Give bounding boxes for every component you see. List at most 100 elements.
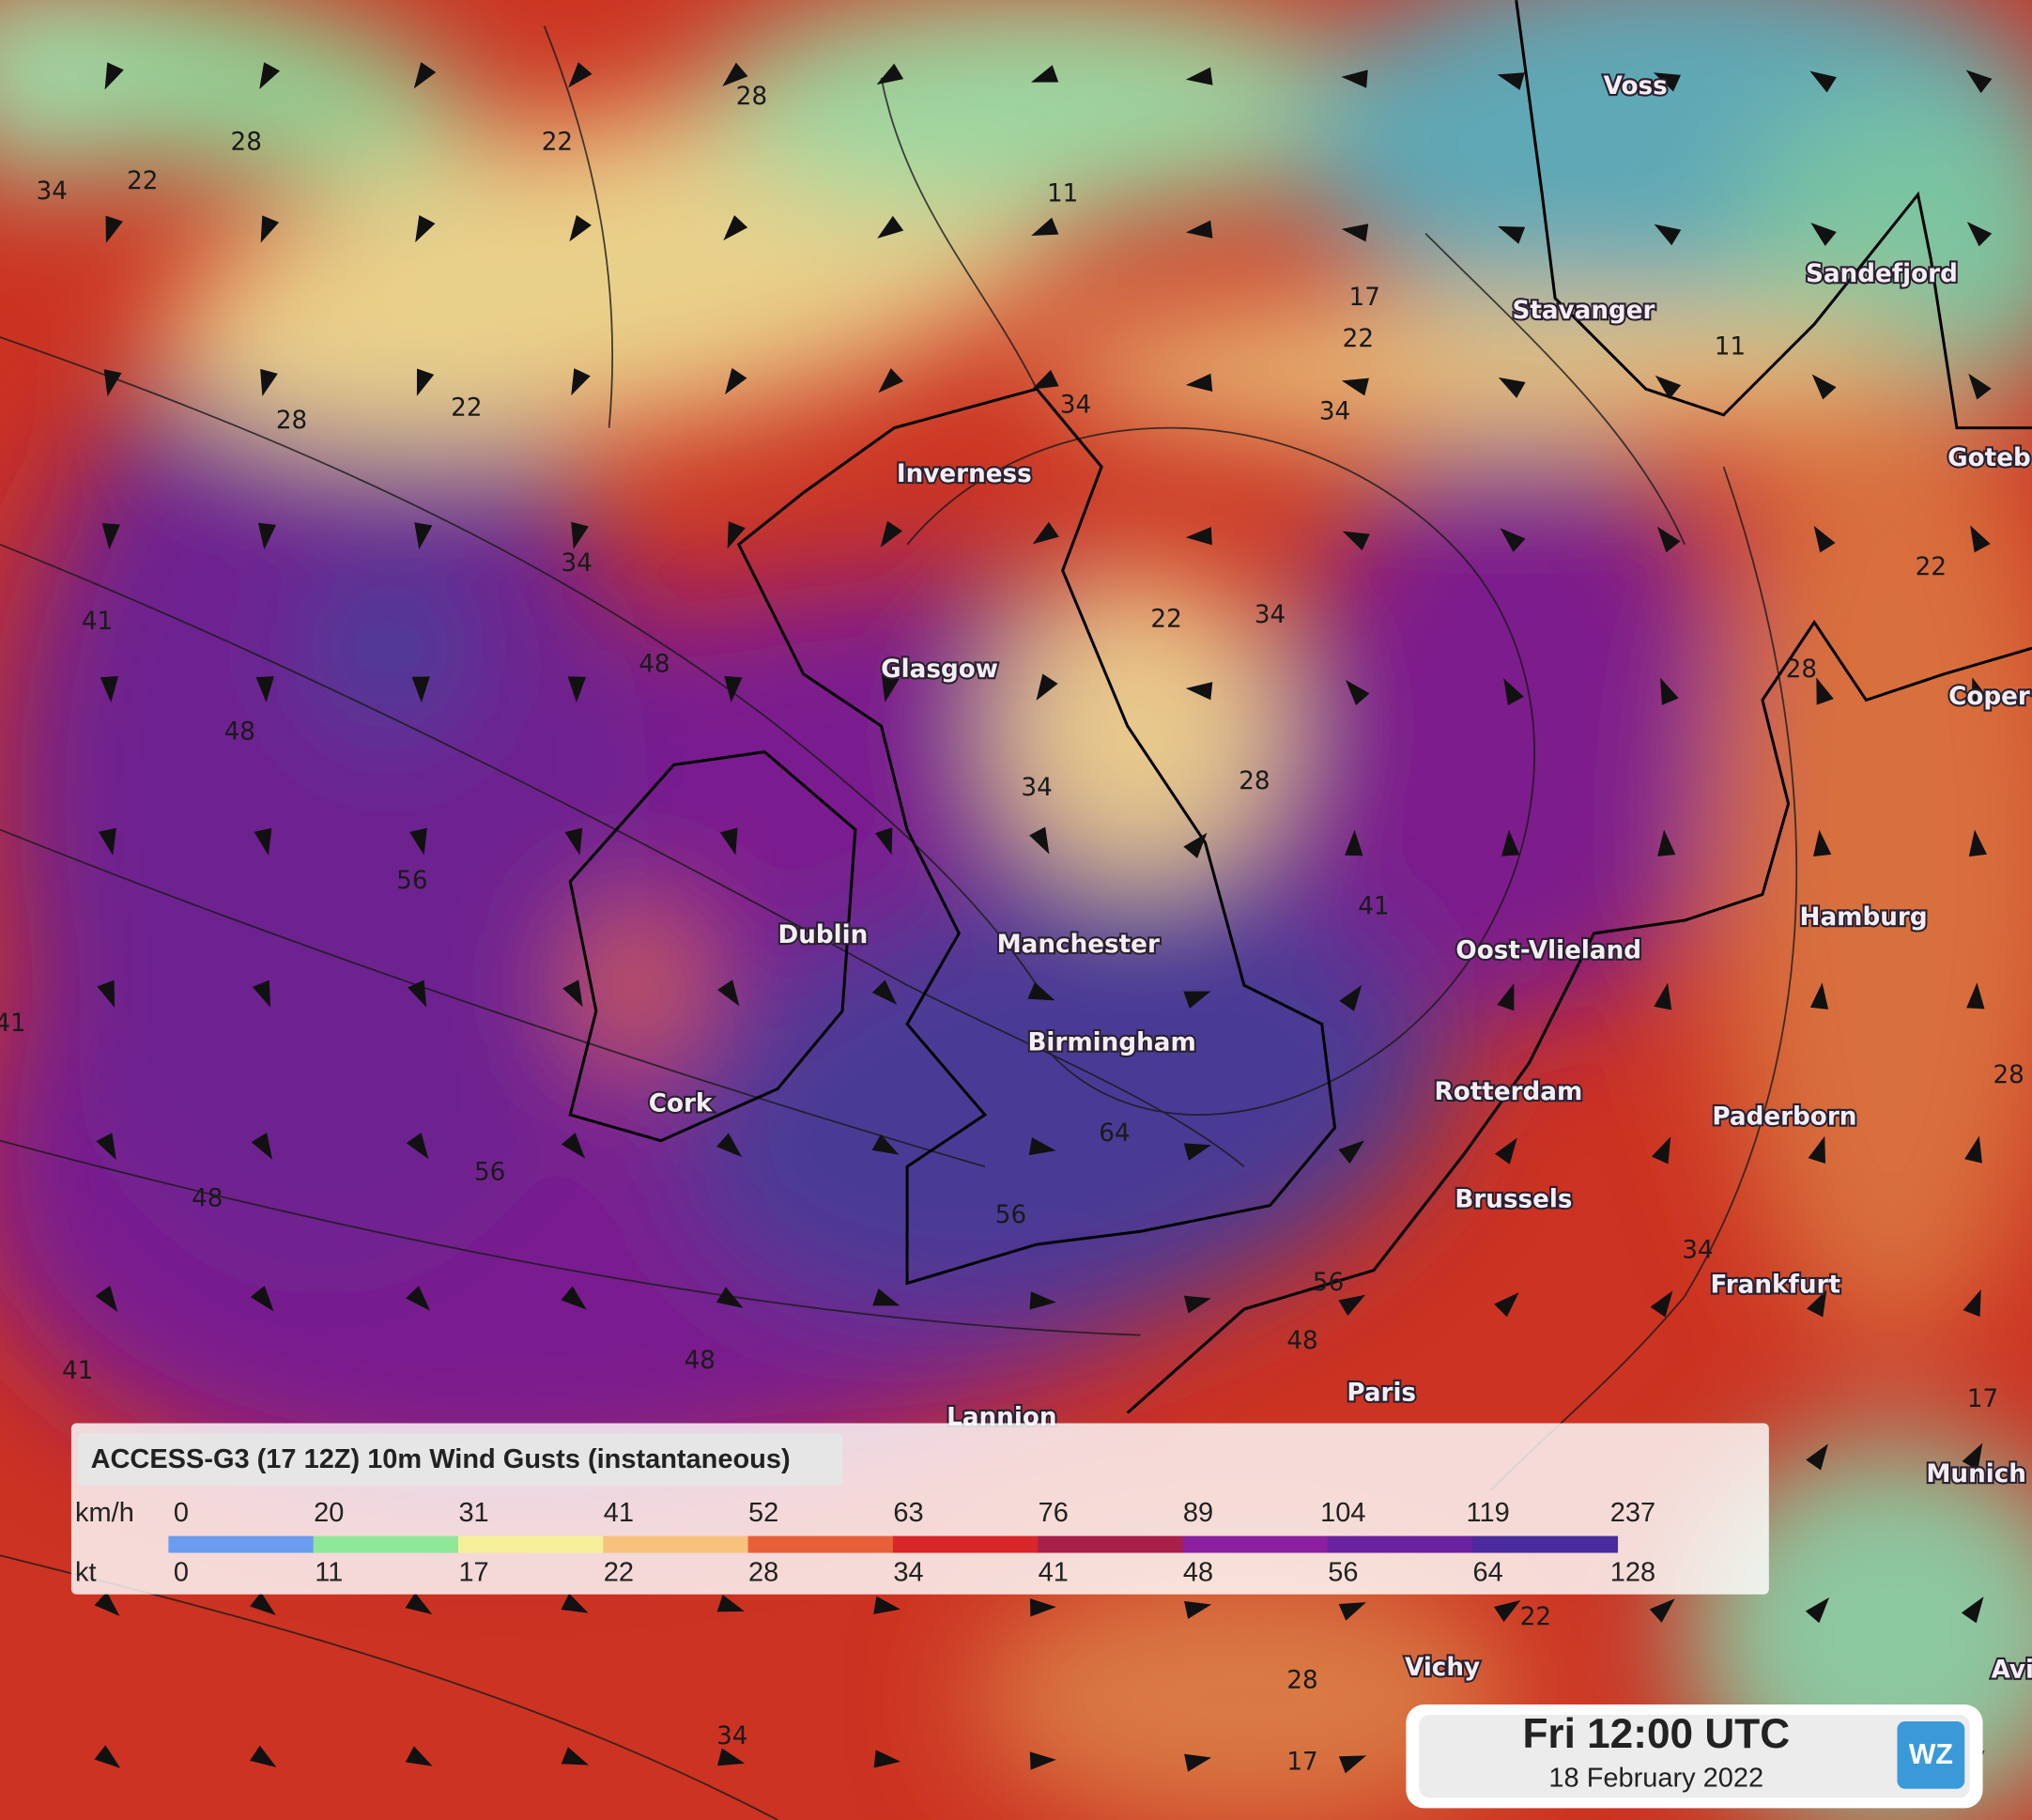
contour-label: 28 <box>1786 656 1817 684</box>
wind-arrow <box>1497 225 1526 244</box>
wind-blob <box>997 570 1284 882</box>
wind-arrow <box>1968 829 1987 857</box>
wind-arrow <box>411 676 430 703</box>
wind-arrow <box>716 1594 745 1612</box>
wind-arrow <box>97 979 115 1009</box>
legend-kmh-label: 31 <box>458 1498 488 1528</box>
wind-arrow <box>1028 1137 1056 1156</box>
city-label: Stavanger <box>1512 297 1655 325</box>
wind-arrow <box>877 215 904 239</box>
wind-arrow <box>1185 682 1213 701</box>
legend-kt-label: 41 <box>1039 1557 1069 1587</box>
wind-arrow <box>254 827 272 856</box>
legend-title: ACCESS-G3 (17 12Z) 10m Wind Gusts (insta… <box>91 1444 791 1474</box>
streamline <box>880 77 1038 390</box>
contour-label: 17 <box>1349 284 1380 312</box>
streamline <box>1424 232 1686 546</box>
wind-arrow <box>1338 1602 1366 1621</box>
wind-arrow <box>1345 829 1363 856</box>
legend-kmh-label: 104 <box>1320 1498 1365 1528</box>
wind-arrow <box>724 675 743 703</box>
wind-arrow <box>1501 829 1520 856</box>
wind-arrow <box>727 521 746 549</box>
wind-arrow <box>1650 1290 1673 1318</box>
wind-arrow <box>1971 677 1990 705</box>
wind-arrow <box>405 1746 433 1766</box>
wind-arrow <box>1966 982 1985 1010</box>
wind-arrow <box>409 827 427 856</box>
wind-arrow <box>250 1745 277 1767</box>
wind-arrow <box>567 676 587 703</box>
wind-arrow <box>104 62 124 90</box>
wind-blob <box>311 557 467 739</box>
wind-arrow <box>876 63 904 85</box>
wind-arrow <box>1811 374 1837 400</box>
wind-arrow <box>408 979 427 1008</box>
wind-arrow <box>1184 1753 1212 1772</box>
legend-swatch <box>313 1535 459 1553</box>
legend-kt-label: 56 <box>1328 1557 1358 1587</box>
streamline <box>0 1139 1141 1336</box>
wind-blob <box>0 311 649 1297</box>
wind-arrow <box>1500 528 1526 552</box>
contour-label: 34 <box>1255 601 1285 629</box>
great-britain <box>736 387 1337 1286</box>
city-label: Avi <box>1992 1657 2032 1685</box>
wind-blob <box>1710 362 2032 1349</box>
time-label: Fri 12:00 UTC <box>1522 1711 1790 1757</box>
wind-blob <box>677 874 1448 1330</box>
city-label: Paderborn <box>1712 1103 1856 1131</box>
contour-label: 34 <box>716 1722 747 1751</box>
wind-arrow <box>717 979 740 1007</box>
logo <box>1897 1720 1965 1789</box>
wind-arrow <box>250 1592 276 1616</box>
wind-arrow <box>252 979 271 1008</box>
wind-arrow <box>723 215 748 240</box>
wind-arrow <box>1964 1135 1982 1164</box>
wind-arrow <box>103 369 122 397</box>
legend-kt-label: 64 <box>1473 1557 1503 1587</box>
wind-arrow <box>873 1750 901 1768</box>
streamline <box>543 25 614 428</box>
wind-arrow <box>571 521 589 549</box>
city-label: Voss <box>1604 72 1668 100</box>
legend-title-box <box>77 1433 843 1486</box>
wind-arrow <box>716 1287 744 1308</box>
city-label: Coper <box>1948 683 2030 711</box>
legend-kmh-label: 76 <box>1039 1498 1069 1528</box>
wind-arrow <box>1962 1442 1983 1471</box>
legend-swatch <box>747 1535 894 1553</box>
wind-arrow <box>571 368 591 396</box>
contour-label: 56 <box>396 867 427 895</box>
wind-arrow <box>1805 1597 1830 1624</box>
contour-label: 22 <box>1916 553 1947 581</box>
wind-arrow <box>1027 981 1055 1001</box>
wind-arrow <box>259 62 281 90</box>
wind-arrow <box>561 1133 586 1159</box>
wind-arrow <box>94 1745 121 1768</box>
wind-arrow <box>1503 678 1524 706</box>
wind-arrow <box>1029 1291 1056 1310</box>
contour-label: 48 <box>685 1347 716 1375</box>
wind-arrow <box>1660 677 1679 705</box>
wind-arrow <box>1185 527 1212 546</box>
contour-label: 41 <box>82 608 113 636</box>
contour-label: 22 <box>542 128 573 156</box>
legend-kmh-label: 20 <box>314 1498 344 1528</box>
legend-swatch <box>1038 1535 1184 1553</box>
wind-arrow <box>568 62 593 88</box>
city-label: Dublin <box>777 921 868 949</box>
legend-kt-label: 128 <box>1610 1557 1655 1587</box>
city-label: Oost-Vlieland <box>1455 937 1641 965</box>
wind-arrow <box>416 368 435 396</box>
wind-arrow <box>251 1133 273 1160</box>
wind-arrow <box>1961 1596 1984 1624</box>
wind-arrow <box>1968 373 1992 400</box>
wind-arrow <box>1653 72 1681 92</box>
legend-kmh-label: 237 <box>1610 1498 1655 1528</box>
city-labels: Voss Stavanger Sandefjord Goteb Inverness Gla… <box>647 70 2032 1687</box>
wind-arrow <box>1497 983 1515 1011</box>
contour-labels: 22 34 28 22 28 28 22 34 41 48 48 56 41 48 56 41 48 34 34 17… <box>0 83 2024 1776</box>
wind-arrow <box>413 62 437 89</box>
wind-arrow <box>1970 525 1991 553</box>
